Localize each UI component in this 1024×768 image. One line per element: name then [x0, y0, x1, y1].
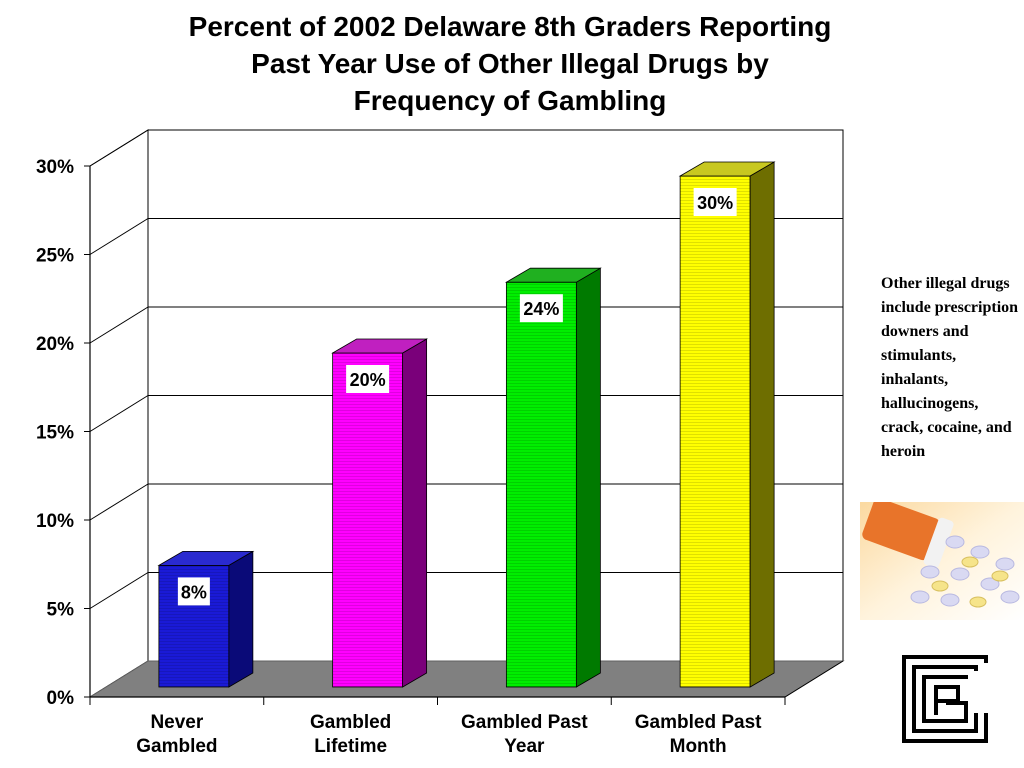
y-tick-label: 20% — [36, 334, 74, 355]
bar-side — [402, 338, 428, 688]
bar-top — [331, 338, 429, 354]
data-label-box — [346, 365, 390, 393]
bar-texture — [332, 353, 403, 687]
bar-side — [749, 161, 775, 688]
y-tick-label: 5% — [47, 600, 75, 621]
bar-chart: 0% 5% 10% 15% 20% 25% 30% Never Gambled Gambled L… — [36, 129, 845, 757]
x-tick-label-line: Gambled — [310, 712, 391, 733]
title-line-2: Past Year Use of Other Illegal Drugs by — [251, 48, 769, 79]
bar-1 — [157, 550, 255, 688]
y-tick-label: 0% — [47, 688, 75, 709]
bar-texture — [506, 282, 577, 687]
bar-top — [504, 267, 602, 283]
gridline-diagonal — [89, 218, 149, 255]
gridline-diagonal — [89, 483, 149, 521]
bar-side — [575, 267, 601, 688]
bar-4 — [678, 161, 776, 688]
gridline-diagonal — [89, 306, 149, 344]
bar-3 — [504, 267, 602, 688]
data-labels: 8% 20% 24% 30% — [177, 188, 737, 606]
x-tick-label: Gambled Lifetime — [310, 712, 391, 757]
title-line-1: Percent of 2002 Delaware 8th Graders Rep… — [188, 11, 832, 42]
gridline-diagonal — [89, 395, 149, 432]
gridline-diagonal — [89, 572, 149, 609]
drug-definition-note: Other illegal drugs include prescription… — [881, 275, 1019, 460]
x-tick-label: Gambled Past Month — [635, 712, 762, 757]
y-tick-label: 15% — [36, 423, 74, 444]
y-tick-label: 30% — [36, 157, 74, 178]
x-tick-label-line: Year — [504, 736, 545, 757]
data-label: 24% — [523, 299, 559, 319]
x-tick-label-line: Gambled Past — [461, 712, 588, 733]
floor-edge — [784, 660, 844, 698]
x-tick-label-line: Never — [150, 712, 203, 733]
x-tick-label-line: Gambled — [136, 736, 217, 757]
data-label: 30% — [697, 193, 733, 213]
title-line-3: Frequency of Gambling — [353, 85, 667, 116]
chart-title: Percent of 2002 Delaware 8th Graders Rep… — [60, 8, 960, 119]
data-label-box — [519, 294, 563, 323]
x-tick-label-line: Gambled Past — [635, 712, 762, 733]
x-tick-label-line: Lifetime — [314, 736, 387, 757]
data-label: 8% — [181, 582, 207, 602]
y-tick-label: 25% — [36, 246, 74, 267]
bar-side — [228, 550, 254, 688]
pills-image — [860, 502, 1024, 620]
data-label-box — [177, 577, 210, 606]
x-tick-label: Gambled Past Year — [461, 712, 588, 757]
y-tick-label: 10% — [36, 511, 74, 532]
axes — [84, 165, 844, 705]
bars — [157, 161, 776, 688]
bar-top — [157, 551, 255, 566]
logo-icon — [902, 655, 990, 743]
gridline-diagonal — [89, 129, 149, 167]
bar-top — [678, 161, 776, 177]
y-tick-labels: 0% 5% 10% 15% 20% 25% 30% — [36, 157, 74, 709]
bar-2 — [331, 338, 429, 688]
x-tick-labels: Never Gambled Gambled Lifetime Gambled Past Y… — [136, 712, 762, 757]
data-label-box — [693, 188, 737, 216]
x-tick-label-line: Month — [670, 736, 727, 757]
bar-texture — [680, 176, 751, 687]
x-tick-label: Never Gambled — [136, 712, 217, 757]
data-label: 20% — [350, 370, 386, 390]
